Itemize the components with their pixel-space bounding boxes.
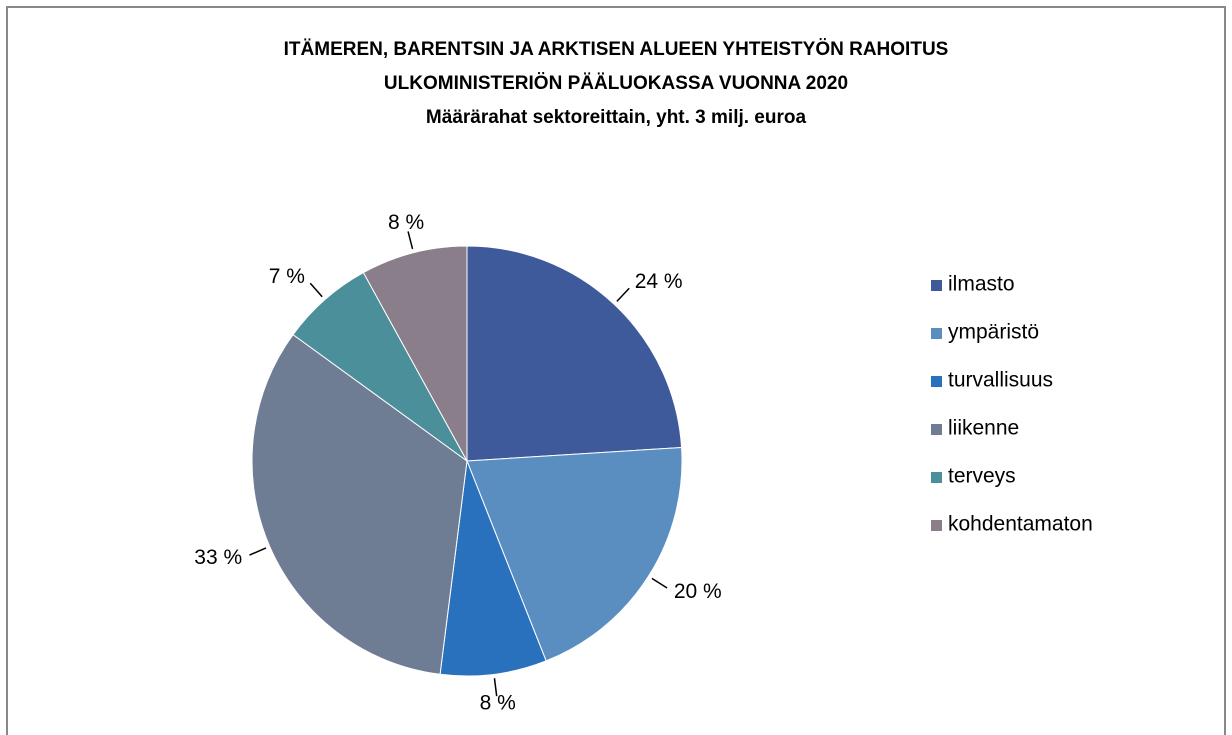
legend-label: turvallisuus: [948, 369, 1053, 392]
leader-line: [651, 577, 668, 589]
data-label: 8 %: [480, 692, 516, 715]
leader-line: [407, 231, 414, 250]
pie-slice: [439, 460, 547, 677]
pie-slice: [251, 333, 468, 675]
leader-line: [309, 282, 323, 298]
leader-line: [616, 287, 630, 302]
legend-label: ympäristö: [948, 321, 1039, 344]
pie-slice: [362, 245, 468, 462]
chart-title: ITÄMEREN, BARENTSIN JA ARKTISEN ALUEEN Y…: [284, 39, 949, 60]
leader-line: [249, 547, 267, 556]
data-label: 20 %: [674, 580, 722, 603]
legend-label: liikenne: [948, 417, 1019, 440]
legend-swatch: [931, 520, 942, 531]
chart-subtitle: Määrärahat sektoreittain, yht. 3 milj. e…: [426, 107, 807, 128]
leader-line: [493, 678, 498, 697]
legend-swatch: [931, 328, 942, 339]
data-label: 8 %: [388, 211, 424, 234]
legend-swatch: [931, 472, 942, 483]
legend-label: kohdentamaton: [948, 513, 1093, 536]
legend-label: terveys: [948, 465, 1016, 488]
data-label: 7 %: [269, 265, 305, 288]
pie-slice: [466, 446, 683, 662]
legend-swatch: [931, 280, 942, 291]
data-label: 24 %: [635, 270, 683, 293]
chart-title: ULKOMINISTERIÖN PÄÄLUOKASSA VUONNA 2020: [384, 73, 848, 94]
data-label: 33 %: [194, 546, 242, 569]
legend-swatch: [931, 424, 942, 435]
legend-label: ilmasto: [948, 273, 1015, 296]
legend-swatch: [931, 376, 942, 387]
pie-slice: [466, 245, 683, 462]
